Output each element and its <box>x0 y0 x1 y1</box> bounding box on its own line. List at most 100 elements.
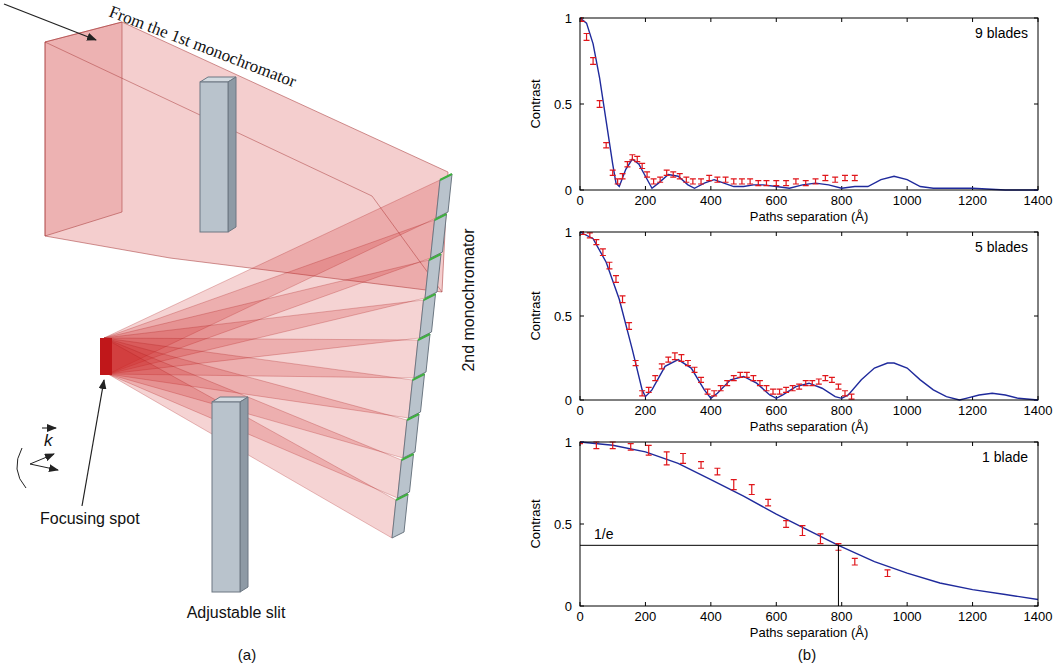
error-bar <box>678 355 684 362</box>
error-bar <box>744 372 750 377</box>
chart-title: 5 blades <box>975 239 1028 255</box>
error-bar <box>613 276 619 283</box>
error-bar <box>698 377 704 382</box>
chart-panel: 020040060080010001200140000.519 bladesPa… <box>528 11 1052 225</box>
blade-edge <box>402 454 414 460</box>
y-tick <box>580 104 584 105</box>
x-tick-label: 400 <box>700 609 722 624</box>
x-tick-label: 400 <box>700 403 722 418</box>
x-tick-top <box>645 18 646 22</box>
error-bar <box>646 387 652 392</box>
y-tick-label: 1 <box>565 11 572 26</box>
x-tick-top <box>972 232 973 236</box>
y-tick <box>580 524 584 525</box>
reflected-beam <box>104 338 396 538</box>
chart-title: 1 blade <box>982 449 1028 465</box>
x-tick-label: 600 <box>765 403 787 418</box>
plot-frame <box>580 18 1038 190</box>
error-bar <box>610 170 616 175</box>
error-bar <box>690 179 696 184</box>
x-tick <box>776 602 777 606</box>
blade-edge <box>396 494 408 500</box>
focusing-spot <box>100 338 112 375</box>
error-bar <box>770 389 776 394</box>
error-bar <box>816 379 822 384</box>
blade-edge <box>435 214 447 220</box>
background <box>0 0 1063 667</box>
error-bar <box>799 526 805 536</box>
error-bar <box>615 179 621 184</box>
blade <box>436 174 452 218</box>
diagram: From the 1st monochromator2nd monochroma… <box>4 2 477 621</box>
blade <box>403 414 419 458</box>
data-group <box>580 17 1038 190</box>
beam-face <box>45 22 122 236</box>
blade <box>392 494 408 538</box>
k-label: k <box>44 431 54 450</box>
error-bar <box>646 445 652 455</box>
x-tick-label: 400 <box>700 193 722 208</box>
x-axis-title: Paths separation (Å) <box>750 419 869 434</box>
plot-frame <box>580 232 1038 400</box>
error-bar <box>885 570 891 577</box>
error-bar <box>698 462 704 469</box>
x-tick-label: 1000 <box>893 609 922 624</box>
error-bar <box>763 181 769 186</box>
error-bar <box>620 296 626 303</box>
incoming-arrow <box>4 4 96 40</box>
error-bar <box>718 386 724 391</box>
blade <box>425 254 441 298</box>
k-arrow-up <box>30 454 54 464</box>
error-bar <box>783 387 789 392</box>
error-bar <box>731 480 737 490</box>
reflected-beam <box>104 338 402 498</box>
y-tick-label: 0 <box>565 393 572 408</box>
x-tick-top <box>841 442 842 446</box>
error-bar <box>813 179 819 184</box>
error-bar <box>822 175 828 180</box>
error-bar <box>628 444 634 451</box>
error-bar <box>584 33 590 40</box>
y-tick-right <box>1034 524 1038 525</box>
annotation-label: 1/e <box>594 526 614 542</box>
error-bar <box>593 240 599 245</box>
y-tick-label: 1 <box>565 435 572 450</box>
error-bar <box>706 175 712 180</box>
error-bar <box>659 364 665 369</box>
error-bar <box>832 177 838 182</box>
blade <box>431 214 447 258</box>
x-tick-label: 1400 <box>1024 193 1053 208</box>
error-bar <box>692 367 698 372</box>
x-axis-title: Paths separation (Å) <box>750 209 869 224</box>
error-bar <box>610 442 616 449</box>
x-tick <box>907 602 908 606</box>
slit-side <box>228 77 236 232</box>
x-tick-top <box>972 18 973 22</box>
y-tick-label: 0.5 <box>554 309 572 324</box>
y-tick-right <box>1034 316 1038 317</box>
error-bar <box>849 394 855 399</box>
error-bar <box>714 177 720 182</box>
error-bar <box>755 181 761 186</box>
error-bar <box>750 376 756 381</box>
error-bar <box>803 181 809 186</box>
theory-line <box>580 18 1038 190</box>
error-bar <box>773 181 779 186</box>
error-bar <box>822 376 828 381</box>
error-bar <box>705 389 711 394</box>
error-bar <box>626 323 632 330</box>
y-tick-label: 0.5 <box>554 517 572 532</box>
error-bar <box>737 372 743 377</box>
error-bar <box>672 353 678 360</box>
monochromator-label: 2nd monochromator <box>460 228 477 372</box>
x-tick-label: 0 <box>576 403 583 418</box>
x-tick-top <box>972 442 973 446</box>
chart-panel: 020040060080010001200140000.515 bladesPa… <box>528 225 1052 435</box>
x-axis-title: Paths separation (Å) <box>750 625 869 640</box>
y-axis-title: Contrast <box>528 79 543 129</box>
theory-line <box>580 232 1038 400</box>
error-bar <box>587 233 593 238</box>
x-tick <box>841 602 842 606</box>
x-tick-label: 600 <box>765 193 787 208</box>
error-bar <box>657 177 663 182</box>
